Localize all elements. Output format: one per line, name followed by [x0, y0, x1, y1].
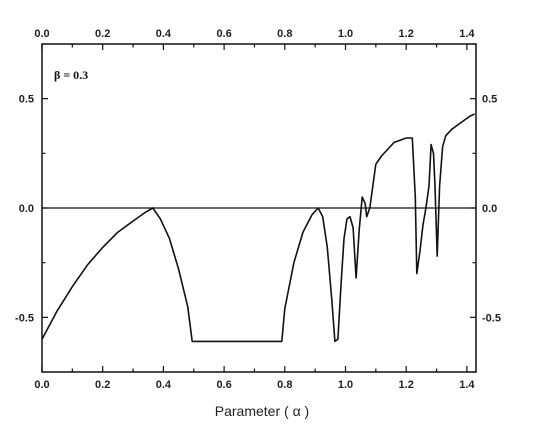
x-tick-label-top: 0.6: [216, 28, 231, 40]
beta-annotation: β = 0.3: [54, 68, 88, 82]
x-tick-label-top: 0.0: [34, 28, 49, 40]
x-axis-title: Parameter ( α ): [215, 403, 309, 419]
x-tick-label-bottom: 0.2: [95, 379, 110, 391]
x-tick-label-top: 1.0: [338, 28, 353, 40]
x-tick-label-bottom: 1.2: [399, 379, 414, 391]
y-tick-label-right: -0.5: [482, 312, 501, 324]
x-tick-label-top: 0.8: [277, 28, 292, 40]
series-line: [41, 113, 475, 343]
y-tick-label-right: 0.0: [482, 203, 497, 215]
x-tick-label-bottom: 1.0: [338, 379, 353, 391]
y-tick-label-left: -0.5: [15, 312, 34, 324]
y-tick-label-right: 0.5: [482, 94, 497, 106]
x-tick-label-top: 1.2: [399, 28, 414, 40]
x-tick-label-bottom: 0.6: [216, 379, 231, 391]
x-tick-label-bottom: 0.0: [34, 379, 49, 391]
x-tick-label-bottom: 0.4: [156, 379, 172, 391]
x-tick-label-top: 0.2: [95, 28, 110, 40]
x-tick-label-bottom: 0.8: [277, 379, 292, 391]
y-tick-label-left: 0.5: [19, 94, 34, 106]
x-tick-label-top: 0.4: [156, 28, 172, 40]
x-tick-label-bottom: 1.4: [459, 379, 475, 391]
y-tick-label-left: 0.0: [19, 203, 34, 215]
x-tick-label-top: 1.4: [459, 28, 475, 40]
